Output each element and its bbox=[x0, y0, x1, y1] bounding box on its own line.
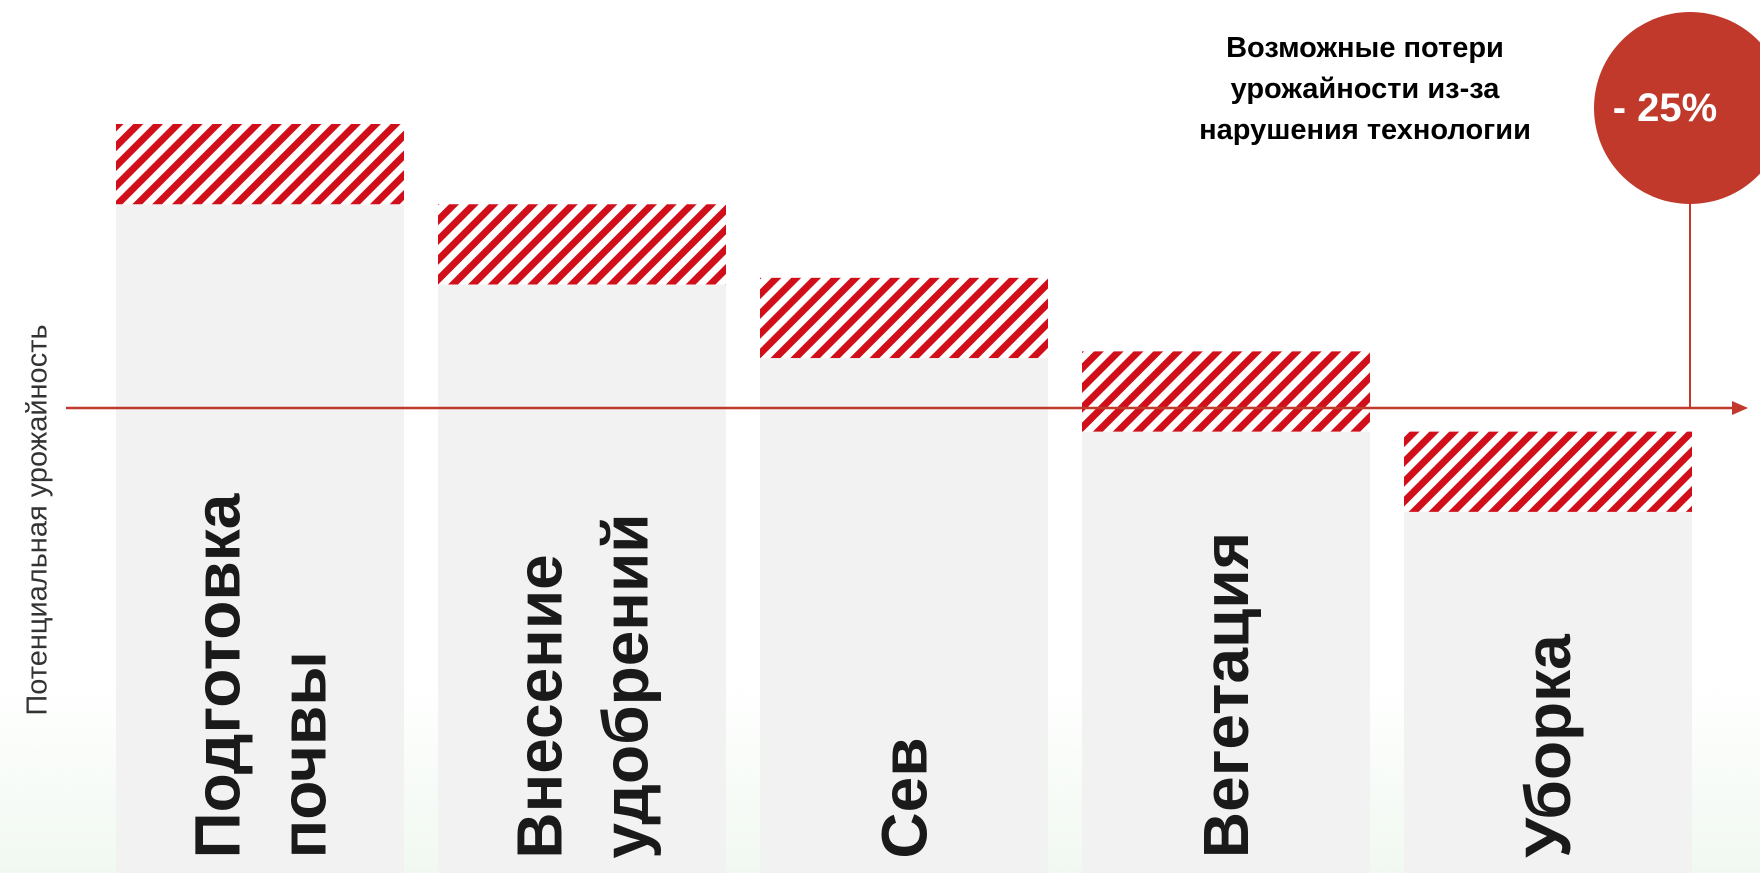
y-axis-label: Потенциальная урожайность bbox=[21, 324, 54, 716]
bar-loss-segment-1 bbox=[116, 124, 404, 205]
bar-4 bbox=[1082, 431, 1370, 873]
x-axis-arrow-icon bbox=[1732, 401, 1748, 415]
bar-2 bbox=[438, 284, 726, 873]
losses-badge-value: - 25% bbox=[1612, 85, 1718, 130]
category-label-1: Подготовка почвы bbox=[180, 493, 339, 858]
category-label-2: Внесение удобрений bbox=[503, 512, 662, 859]
losses-note: Возможные потери урожайности из-за наруш… bbox=[1199, 32, 1531, 146]
bar-loss-segment-4 bbox=[1082, 351, 1370, 432]
bar-loss-segment-2 bbox=[438, 204, 726, 285]
category-label-3: Сев bbox=[868, 736, 941, 859]
bar-5 bbox=[1404, 511, 1692, 873]
bar-3 bbox=[760, 358, 1048, 873]
losses-badge: - 25% bbox=[1594, 12, 1760, 204]
bar-loss-segment-3 bbox=[760, 277, 1048, 359]
bar-loss-segment-5 bbox=[1404, 431, 1692, 512]
bar-1 bbox=[116, 204, 404, 873]
category-label-4: Вегетация bbox=[1190, 531, 1263, 859]
category-label-5: Уборка bbox=[1511, 634, 1584, 858]
bars bbox=[116, 124, 1692, 873]
